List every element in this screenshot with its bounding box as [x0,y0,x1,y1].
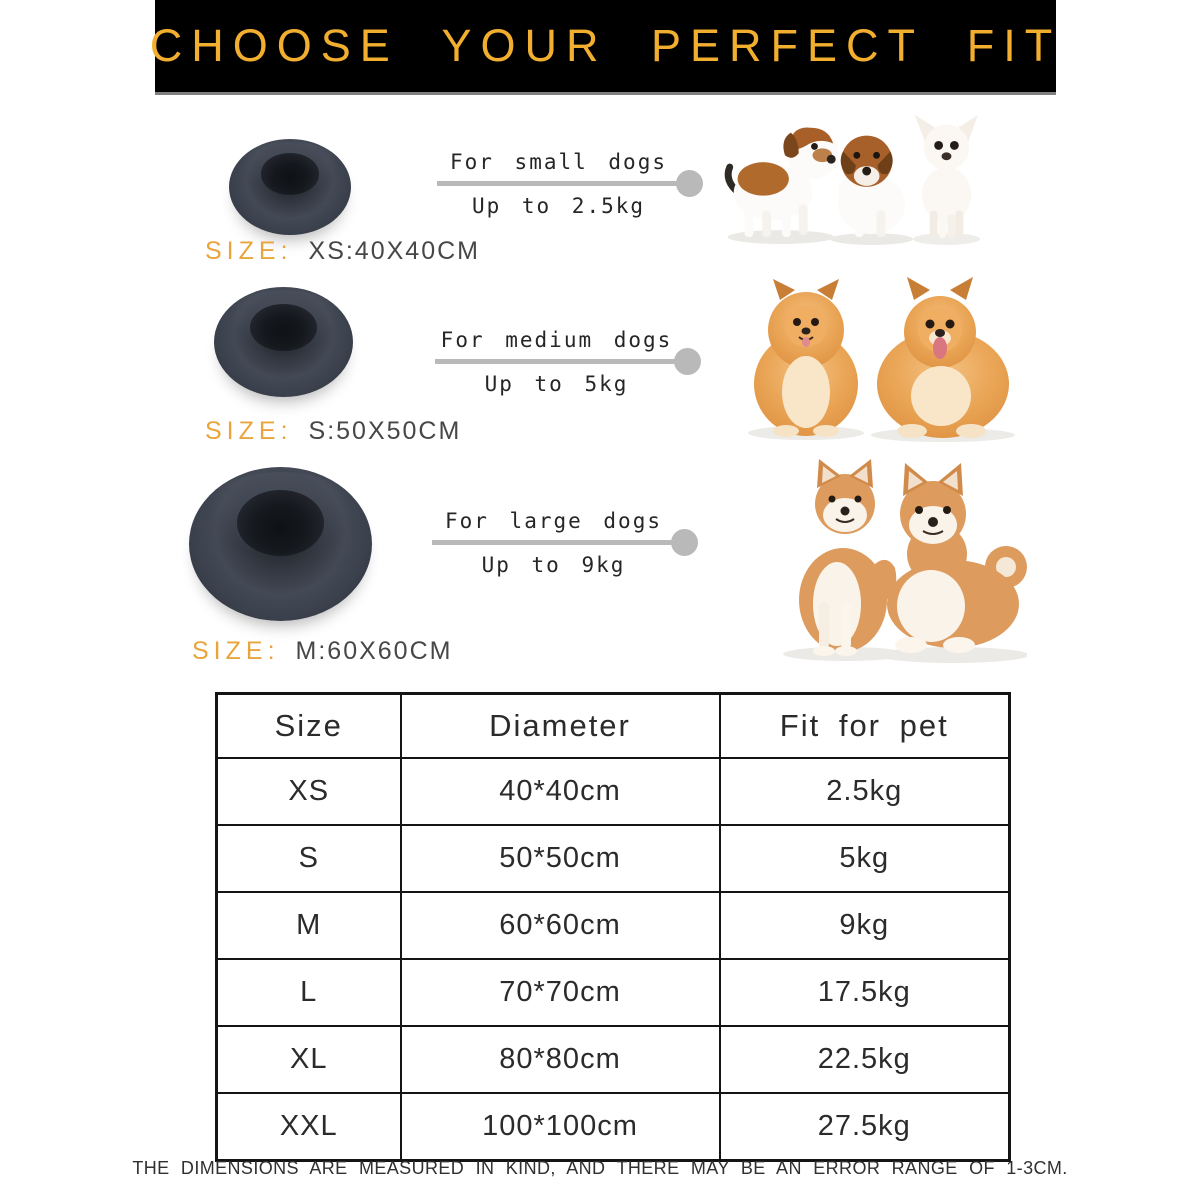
table-row: M 60*60cm 9kg [215,891,1011,960]
table-row: S 50*50cm 5kg [215,824,1011,893]
size-caption-m: SIZE: M:60X60CM [192,637,452,666]
cell-fit: 22.5kg [718,1025,1011,1094]
size-caption-xs: SIZE: XS:40X40CM [205,237,480,266]
table-header-size: Size [215,692,402,759]
cell-size: XL [215,1025,402,1094]
fit-annotation-small: For small dogs Up to 2.5kg [437,150,703,218]
cell-size: L [215,958,402,1027]
size-value: S:50X50CM [308,417,462,445]
fit-label: For small dogs [449,150,667,174]
cell-fit: 2.5kg [718,757,1011,826]
pointer-dot-icon [671,529,698,556]
table-row: XL 80*80cm 22.5kg [215,1025,1011,1094]
cell-fit: 27.5kg [718,1092,1011,1162]
table-row: L 70*70cm 17.5kg [215,958,1011,1027]
shiba-lying [887,463,1027,653]
fit-label: For medium dogs [440,328,673,352]
size-value: M:60X60CM [295,637,453,665]
table-row: XS 40*40cm 2.5kg [215,757,1011,826]
pointer-line [437,170,703,197]
cell-diameter: 80*80cm [399,1025,721,1094]
bed-hole [250,303,317,351]
medium-dogs-photo [748,277,1015,442]
size-caption-s: SIZE: S:50X50CM [205,417,461,446]
cell-size: XXL [215,1092,402,1162]
bed-photo-xs [229,139,351,235]
cell-diameter: 40*40cm [399,757,721,826]
puppy-sitting [838,135,906,238]
size-label: SIZE: [205,237,293,265]
table-header-row: Size Diameter Fit for pet [215,692,1011,759]
cell-diameter: 50*50cm [399,824,721,893]
cell-fit: 5kg [718,824,1011,893]
bed-hole [236,490,325,557]
cell-diameter: 100*100cm [399,1092,721,1162]
puppy-standing [724,127,839,238]
shiba-sitting [799,459,897,656]
cell-size: M [215,891,402,960]
table-header-diameter: Diameter [399,692,721,759]
pointer-dot-icon [674,348,701,375]
weight-label: Up to 5kg [484,372,629,396]
bed-photo-m [189,467,372,621]
size-label: SIZE: [205,417,293,445]
weight-label: Up to 9kg [481,553,626,577]
banner-title: CHOOSE YOUR PERFECT FIT [149,20,1062,71]
fit-annotation-large: For large dogs Up to 9kg [432,509,698,577]
footnote: THE DIMENSIONS ARE MEASURED IN KIND, AND… [132,1158,1068,1178]
size-label: SIZE: [192,637,280,665]
fit-label: For large dogs [444,509,662,533]
banner: CHOOSE YOUR PERFECT FIT [150,0,1056,95]
large-dogs-photo [783,459,1027,663]
small-dogs-photo [724,114,980,245]
pointer-line [432,529,698,556]
pomeranian-lying [877,277,1009,438]
cell-size: XS [215,757,402,826]
table-header-fit: Fit for pet [718,692,1011,759]
cell-diameter: 60*60cm [399,891,721,960]
weight-label: Up to 2.5kg [471,194,646,218]
cell-size: S [215,824,402,893]
pointer-line [435,348,701,375]
fit-annotation-medium: For medium dogs Up to 5kg [435,328,701,396]
bed-hole [260,153,320,195]
pomeranian-sitting [754,279,858,437]
cell-diameter: 70*70cm [399,958,721,1027]
size-table: Size Diameter Fit for pet XS 40*40cm 2.5… [215,692,1011,1162]
chihuahua [914,114,979,239]
cell-fit: 9kg [718,891,1011,960]
size-value: XS:40X40CM [308,237,480,265]
pointer-dot-icon [676,170,703,197]
cell-fit: 17.5kg [718,958,1011,1027]
table-row: XXL 100*100cm 27.5kg [215,1092,1011,1162]
bed-photo-s [214,287,353,397]
